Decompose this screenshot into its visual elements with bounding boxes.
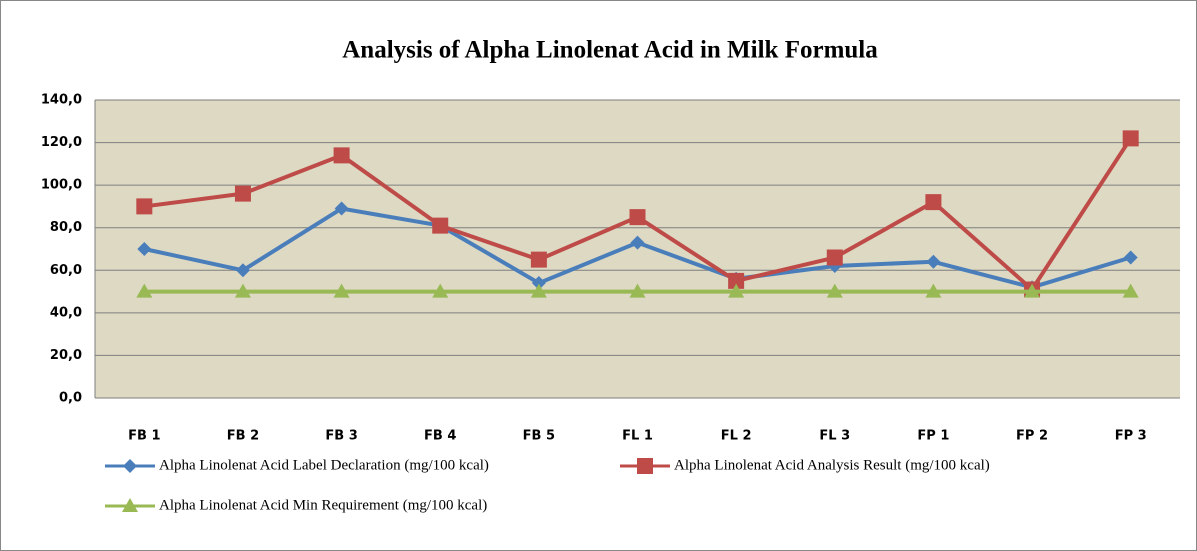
- marker: [925, 194, 942, 211]
- marker: [137, 242, 152, 256]
- marker: [531, 276, 546, 291]
- marker: [925, 283, 942, 298]
- y-tick-label: 140,0: [41, 93, 82, 108]
- marker: [530, 251, 547, 268]
- x-tick-label: FB 3: [325, 429, 357, 444]
- marker: [334, 201, 349, 216]
- marker: [123, 459, 137, 473]
- x-tick-label: FB 4: [424, 429, 456, 444]
- marker: [234, 283, 251, 298]
- x-tick-label: FP 2: [1016, 429, 1048, 444]
- marker: [629, 209, 646, 226]
- y-tick-label: 100,0: [41, 178, 82, 193]
- marker: [728, 272, 745, 289]
- marker: [136, 283, 153, 298]
- marker: [1123, 250, 1138, 265]
- marker: [1122, 283, 1139, 298]
- marker: [234, 185, 251, 202]
- marker: [122, 498, 138, 512]
- marker: [826, 283, 843, 298]
- y-tick-label: 60,0: [50, 263, 82, 278]
- marker: [235, 263, 250, 278]
- marker: [630, 235, 645, 250]
- marker: [826, 249, 843, 266]
- marker: [432, 217, 449, 234]
- marker: [1122, 130, 1139, 147]
- x-tick-label: FL 1: [622, 429, 653, 444]
- marker: [926, 254, 941, 269]
- legend-label: Alpha Linolenat Acid Min Requirement (mg…: [159, 497, 487, 513]
- marker: [333, 283, 350, 298]
- y-tick-label: 40,0: [50, 305, 82, 320]
- marker: [1024, 283, 1041, 298]
- y-tick-label: 120,0: [41, 135, 82, 150]
- chart-title: Analysis of Alpha Linolenat Acid in Milk…: [342, 37, 878, 64]
- x-tick-label: FL 2: [721, 429, 752, 444]
- legend-label: Alpha Linolenat Acid Label Declaration (…: [159, 457, 489, 473]
- x-tick-label: FB 5: [523, 429, 555, 444]
- marker: [728, 283, 745, 298]
- y-tick-label: 80,0: [50, 220, 82, 235]
- marker: [333, 147, 350, 164]
- legend-label: Alpha Linolenat Acid Analysis Result (mg…: [674, 457, 990, 473]
- y-tick-label: 0,0: [59, 391, 82, 406]
- marker: [637, 458, 653, 474]
- x-tick-label: FP 1: [917, 429, 949, 444]
- x-tick-label: FB 2: [227, 429, 259, 444]
- x-tick-label: FB 1: [128, 429, 160, 444]
- y-tick-label: 20,0: [50, 348, 82, 363]
- marker: [530, 283, 547, 298]
- x-tick-label: FL 3: [819, 429, 850, 444]
- marker: [432, 283, 449, 298]
- marker: [136, 198, 153, 215]
- marker: [629, 283, 646, 298]
- x-tick-label: FP 3: [1115, 429, 1147, 444]
